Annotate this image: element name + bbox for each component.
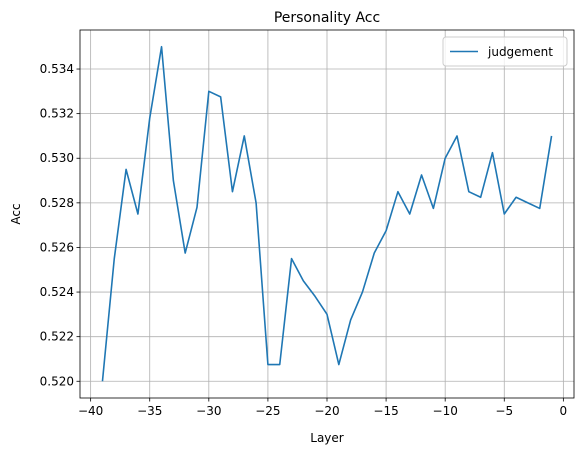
x-axis-label: Layer: [310, 431, 344, 445]
series-line-judgement: [101, 45, 553, 382]
legend-label-judgement: judgement: [487, 45, 553, 59]
grid-lines: [80, 30, 574, 398]
legend-box: [442, 36, 568, 67]
x-tick-label: −10: [433, 404, 458, 418]
y-tick-label: 0.530: [40, 151, 74, 165]
legend: judgement: [442, 36, 568, 67]
x-tick-label: −20: [314, 404, 339, 418]
y-tick-label: 0.522: [40, 330, 74, 344]
y-tick-label: 0.534: [40, 62, 74, 76]
series-lines: [101, 45, 553, 382]
x-tick-label: 0: [560, 404, 568, 418]
y-tick-label: 0.520: [40, 374, 74, 388]
x-tick-label: −25: [255, 404, 280, 418]
y-tick-label: 0.528: [40, 196, 74, 210]
x-tick-label: −30: [196, 404, 221, 418]
chart-title: Personality Acc: [274, 10, 380, 26]
x-tick-label: −35: [137, 404, 162, 418]
y-tick-label: 0.532: [40, 107, 74, 121]
y-tick-label: 0.526: [40, 240, 74, 254]
x-tick-label: −40: [78, 404, 103, 418]
x-tick-label: −15: [373, 404, 398, 418]
x-tick-label: −5: [495, 404, 513, 418]
axis-ticks: −40 −35 −30 −25 −20 −15 −10 −5 0 0.520 0.522 0.524 0…: [40, 62, 568, 418]
y-tick-label: 0.524: [40, 285, 74, 299]
y-axis-label: Acc: [9, 203, 23, 224]
